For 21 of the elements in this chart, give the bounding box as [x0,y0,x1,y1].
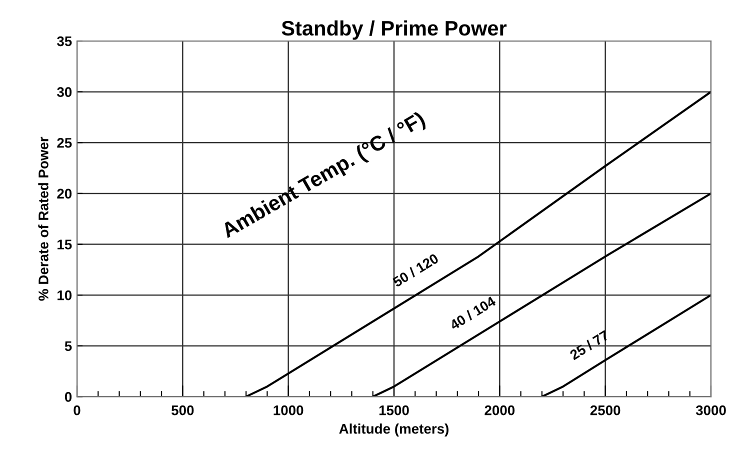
x-tick-label: 3000 [696,405,726,416]
text: 40 / 104 [448,296,497,331]
y-tick-label: 35 [57,36,72,46]
text: 25 / 77 [568,330,610,360]
y-axis-title: % Derate of Rated Power [38,136,48,301]
x-tick-label: 500 [172,405,194,416]
text: 50 / 120 [392,252,440,288]
x-tick-label: 2500 [590,405,620,416]
y-tick-label: 30 [57,87,72,98]
y-tick-label: 25 [57,138,72,148]
x-tick-label: 1500 [379,405,409,416]
y-tick-label: 0 [64,392,72,402]
x-tick-label: 1000 [274,405,304,416]
y-tick-label: 20 [57,188,72,199]
x-tick-label: 0 [74,405,80,416]
y-tick-label: 5 [64,341,72,352]
y-tick-label: 10 [58,290,72,300]
y-tick-label: 15 [58,240,72,250]
chart-title: Standby / Prime Power [282,20,507,40]
x-axis-title: Altitude (meters) [339,424,448,436]
x-tick-label: 2000 [484,405,515,416]
